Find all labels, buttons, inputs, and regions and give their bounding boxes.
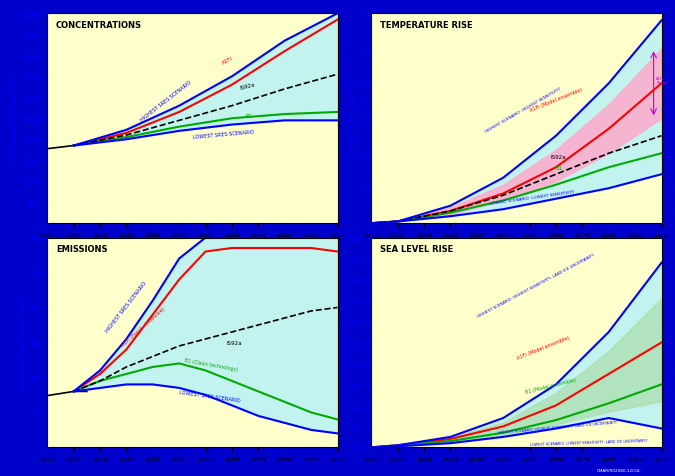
Text: B1: B1 — [245, 113, 252, 119]
Text: A1FI (Model ensemble): A1FI (Model ensemble) — [516, 335, 570, 360]
Y-axis label: TEMPERATURE RISE (°C): TEMPERATURE RISE (°C) — [350, 81, 355, 157]
Text: HIGHEST SRES SCENARIO: HIGHEST SRES SCENARIO — [140, 79, 192, 122]
Y-axis label: SEA LEVEL RISE (m): SEA LEVEL RISE (m) — [343, 312, 348, 374]
Text: A1FI (Fossil - Intensive): A1FI (Fossil - Intensive) — [121, 306, 167, 347]
Text: LOWEST SCENARIO  LOWEST SENSITIVITY  LAND ICE UNCERTAINTY: LOWEST SCENARIO LOWEST SENSITIVITY LAND … — [530, 438, 647, 446]
Text: EMISSIONS: EMISSIONS — [56, 244, 107, 253]
Text: SEA LEVEL RISE: SEA LEVEL RISE — [380, 244, 453, 253]
Text: HIGHEST SRES SCENARIO: HIGHEST SRES SCENARIO — [105, 280, 148, 333]
Text: B1: B1 — [556, 166, 563, 170]
Text: LOWEST SRES SCENARIO: LOWEST SRES SCENARIO — [192, 129, 254, 140]
Y-axis label: CO₂ EMISSIONS (GtC per Year): CO₂ EMISSIONS (GtC per Year) — [22, 296, 26, 390]
Text: A1FI
Range: A1FI Range — [656, 77, 668, 85]
Text: HIGHEST SCENARIO  HIGHEST SENSITIVITY, LAND ICE UNCERTAINTY: HIGHEST SCENARIO HIGHEST SENSITIVITY, LA… — [498, 419, 618, 434]
Text: TEMPERATURE RISE: TEMPERATURE RISE — [380, 20, 472, 30]
Text: B1 (Clean technology): B1 (Clean technology) — [184, 357, 239, 372]
Text: CMAR/R02080-12CGL: CMAR/R02080-12CGL — [597, 468, 641, 472]
Y-axis label: CO₂ CONCENTRATION (PPM): CO₂ CONCENTRATION (PPM) — [12, 75, 18, 163]
Text: B1 (Model ensemble): B1 (Model ensemble) — [524, 377, 576, 394]
Text: HIGHEST SCENARIO  HIGHEST SENSITIVITY: HIGHEST SCENARIO HIGHEST SENSITIVITY — [485, 87, 562, 134]
Text: LOWEST SRES SCENARIO: LOWEST SRES SCENARIO — [179, 389, 241, 403]
Text: CONCENTRATIONS: CONCENTRATIONS — [56, 20, 142, 30]
Text: IS92a: IS92a — [240, 82, 256, 90]
Text: IS92a: IS92a — [551, 155, 566, 160]
Text: LOWEST SCENARIO  LOWEST SENSITIVITY: LOWEST SCENARIO LOWEST SENSITIVITY — [490, 190, 575, 206]
Text: IS92a: IS92a — [227, 340, 242, 345]
Text: A1FI (Model ensemble): A1FI (Model ensemble) — [530, 88, 584, 113]
Text: HIGHEST SCENARIO  HIGHEST SENSITIVITY, LAND ICE UNCERTAINTY: HIGHEST SCENARIO HIGHEST SENSITIVITY, LA… — [477, 253, 595, 318]
Text: A1FI: A1FI — [221, 56, 234, 66]
